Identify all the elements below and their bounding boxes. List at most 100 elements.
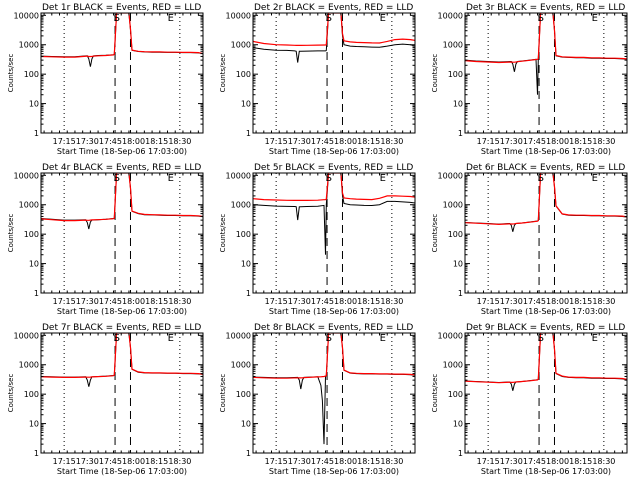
y-tick-label: 1000 [231, 361, 251, 370]
series-lld-line [465, 173, 627, 226]
x-tick-label: 17:45 [311, 137, 334, 146]
y-tick-label: 1000 [443, 361, 463, 370]
series-group [41, 13, 203, 67]
x-tick-label: 17:30 [500, 457, 523, 466]
series-group [41, 173, 203, 230]
x-tick-label: 18:00 [546, 137, 569, 146]
series-lld-line [253, 13, 415, 47]
y-tick-label: 100 [236, 70, 251, 79]
x-tick-label: 17:45 [311, 297, 334, 306]
x-tick-label: 18:00 [334, 457, 357, 466]
plot-frame [464, 332, 628, 454]
y-tick-label: 10 [241, 260, 251, 269]
y-tick-label: 100 [24, 70, 39, 79]
marker-letter-e: E [592, 333, 598, 344]
series-events-line [41, 13, 203, 67]
y-tick-label: 1000 [231, 41, 251, 50]
x-tick-label: 18:30 [380, 137, 403, 146]
y-tick-label: 1000 [443, 201, 463, 210]
y-tick-label: 100 [236, 230, 251, 239]
y-axis-label: Counts/sec [431, 54, 439, 93]
plot-frame [252, 172, 416, 294]
x-tick-label: 18:30 [592, 137, 615, 146]
panel-title: Det 6r BLACK = Events, RED = LLD [466, 163, 625, 173]
y-tick-label: 10 [453, 260, 463, 269]
x-axis-label: Start Time (18-Sep-06 17:03:00) [481, 307, 611, 316]
x-tick-label: 17:30 [76, 137, 99, 146]
x-tick-label: 17:15 [477, 137, 500, 146]
x-tick-label: 17:45 [99, 137, 122, 146]
series-lld-line [253, 173, 415, 201]
y-axis-label: Counts/sec [219, 374, 227, 413]
panel-title: Det 9r BLACK = Events, RED = LLD [466, 323, 625, 333]
y-tick-label: 100 [236, 390, 251, 399]
y-tick-label: 10000 [226, 11, 251, 20]
marker-letter-e: E [168, 173, 174, 184]
panel-title: Det 2r BLACK = Events, RED = LLD [254, 3, 413, 13]
plot-frame [252, 12, 416, 134]
y-tick-label: 10 [241, 100, 251, 109]
plot-frame [464, 12, 628, 134]
x-axis-label: Start Time (18-Sep-06 17:03:00) [269, 307, 399, 316]
y-axis-label: Counts/sec [7, 374, 15, 413]
x-tick-label: 18:30 [168, 297, 191, 306]
x-axis-label: Start Time (18-Sep-06 17:03:00) [57, 147, 187, 156]
y-tick-label: 10000 [14, 331, 39, 340]
x-tick-label: 18:15 [145, 297, 168, 306]
series-lld-line [41, 173, 203, 222]
y-axis-label: Counts/sec [431, 374, 439, 413]
marker-letter-s: S [326, 333, 332, 344]
y-tick-label: 1 [34, 449, 39, 458]
series-lld-line [41, 13, 203, 58]
marker-letter-s: S [114, 13, 120, 24]
y-tick-label: 1000 [443, 41, 463, 50]
x-tick-label: 17:15 [477, 297, 500, 306]
y-tick-label: 1000 [19, 41, 39, 50]
series-events-line [465, 13, 627, 95]
marker-letter-s: S [326, 173, 332, 184]
y-tick-label: 1000 [19, 201, 39, 210]
x-tick-label: 18:00 [122, 457, 145, 466]
panel-title: Det 3r BLACK = Events, RED = LLD [466, 3, 625, 13]
x-tick-label: 17:30 [76, 457, 99, 466]
y-tick-label: 10 [453, 100, 463, 109]
y-tick-label: 1 [246, 449, 251, 458]
y-tick-label: 10 [29, 100, 39, 109]
panel-title: Det 7r BLACK = Events, RED = LLD [42, 323, 201, 333]
x-axis-label: Start Time (18-Sep-06 17:03:00) [269, 147, 399, 156]
series-group [253, 333, 415, 445]
plot-frame [40, 172, 204, 294]
y-tick-label: 1 [246, 289, 251, 298]
y-tick-label: 10 [241, 420, 251, 429]
y-tick-label: 100 [24, 230, 39, 239]
series-events-line [41, 333, 203, 387]
x-tick-label: 18:15 [357, 457, 380, 466]
y-tick-label: 1 [34, 289, 39, 298]
x-axis-label: Start Time (18-Sep-06 17:03:00) [57, 307, 187, 316]
x-tick-label: 17:45 [99, 457, 122, 466]
series-group [253, 173, 415, 255]
series-lld-line [253, 333, 415, 379]
x-tick-label: 17:15 [53, 297, 76, 306]
marker-letter-e: E [380, 333, 386, 344]
series-events-line [253, 13, 415, 63]
x-tick-label: 17:45 [523, 137, 546, 146]
x-tick-label: 17:15 [265, 297, 288, 306]
x-tick-label: 17:45 [311, 457, 334, 466]
series-lld-line [465, 13, 627, 64]
y-tick-label: 10000 [226, 331, 251, 340]
x-tick-label: 18:30 [380, 457, 403, 466]
x-tick-label: 17:15 [53, 137, 76, 146]
y-tick-label: 10 [453, 420, 463, 429]
y-axis-label: Counts/sec [7, 54, 15, 93]
x-tick-label: 18:00 [546, 457, 569, 466]
x-tick-label: 17:15 [477, 457, 500, 466]
x-tick-label: 18:00 [334, 297, 357, 306]
series-group [465, 13, 627, 95]
x-tick-label: 18:15 [145, 137, 168, 146]
y-tick-label: 100 [448, 230, 463, 239]
